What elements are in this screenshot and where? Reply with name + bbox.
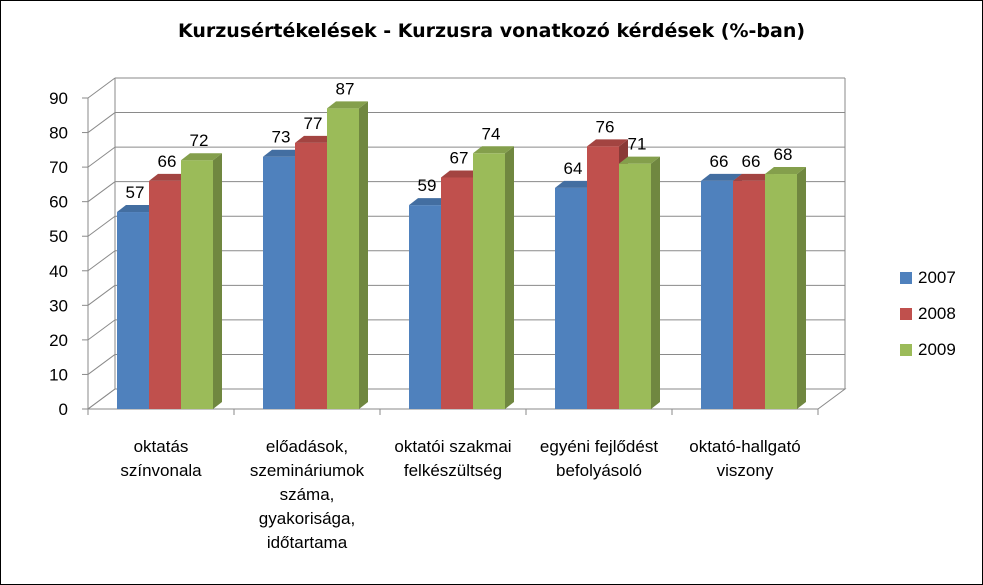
data-label: 77	[304, 114, 323, 133]
bar-2008	[295, 142, 327, 409]
legend-item-2008: 2008	[900, 304, 956, 324]
category-label: felkészültség	[404, 461, 502, 480]
category-label: szemináriumok	[250, 461, 365, 480]
bar-2009	[327, 108, 359, 409]
bar-top-2008	[587, 139, 628, 147]
data-label: 59	[418, 176, 437, 195]
legend-swatch	[900, 272, 912, 284]
bar-top-2009	[327, 101, 368, 109]
gridline-side	[87, 215, 116, 237]
data-label: 68	[774, 145, 793, 164]
y-tick-label: 80	[49, 124, 68, 143]
category-label: gyakorisága,	[259, 509, 355, 528]
bar-top-2009	[473, 146, 514, 154]
category-label: egyéni fejlődést	[540, 437, 658, 456]
category-label: viszony	[717, 461, 774, 480]
y-tick-label: 60	[49, 193, 68, 212]
category-label: oktatás	[134, 437, 189, 456]
bar-top-2007	[117, 205, 158, 213]
data-label: 66	[710, 152, 729, 171]
gridline-side	[87, 181, 116, 203]
y-tick-label: 40	[49, 262, 68, 281]
bar-2007	[263, 156, 295, 409]
category-label: időtartama	[267, 533, 348, 552]
data-label: 87	[336, 79, 355, 98]
bar-side-2009	[797, 167, 806, 409]
category-label: befolyásoló	[556, 461, 642, 480]
data-label: 67	[450, 148, 469, 167]
bar-top-2007	[555, 180, 596, 188]
category-label: száma,	[280, 485, 335, 504]
data-label: 73	[272, 128, 291, 147]
y-tick-label: 10	[49, 365, 68, 384]
data-label: 76	[596, 117, 615, 136]
bar-top-2008	[733, 173, 774, 181]
bar-side-2009	[359, 101, 368, 409]
category-label: oktató-hallgató	[689, 437, 801, 456]
bar-top-2008	[149, 173, 190, 181]
bar-top-2007	[409, 198, 450, 206]
gridline-side	[87, 284, 116, 306]
bar-top-2007	[263, 149, 304, 157]
y-tick-label: 20	[49, 331, 68, 350]
legend-item-2009: 2009	[900, 340, 956, 360]
legend-swatch	[900, 308, 912, 320]
bar-side-2009	[505, 146, 514, 410]
data-label: 72	[190, 131, 209, 150]
bar-top-2008	[295, 135, 336, 143]
legend-label: 2008	[918, 304, 956, 323]
bar-2009	[181, 160, 213, 409]
data-label: 66	[742, 152, 761, 171]
bar-2009	[473, 153, 505, 409]
bar-top-2009	[181, 153, 222, 161]
bar-top-2009	[619, 156, 660, 164]
y-tick-label: 70	[49, 158, 68, 177]
data-label: 66	[158, 152, 177, 171]
y-tick-label: 90	[49, 89, 68, 108]
bar-2008	[587, 146, 619, 409]
gridline-side	[87, 146, 116, 168]
category-label: oktatói szakmai	[394, 437, 511, 456]
bar-2007	[555, 187, 587, 409]
data-label: 71	[628, 135, 647, 154]
y-tick-label: 50	[49, 227, 68, 246]
y-tick-label: 0	[59, 400, 68, 419]
bar-2008	[441, 177, 473, 409]
gridline-side	[87, 319, 116, 341]
legend-item-2007: 2007	[900, 268, 956, 288]
bar-top-2009	[765, 167, 806, 175]
bar-2008	[733, 180, 765, 409]
data-label: 64	[564, 159, 583, 178]
gridline-side	[87, 112, 116, 133]
gridline-side	[87, 77, 116, 99]
legend: 2007 2008 2009	[900, 268, 956, 376]
bar-2007	[409, 205, 441, 409]
legend-swatch	[900, 344, 912, 356]
bar-2009	[765, 174, 797, 409]
bar-2007	[117, 212, 149, 409]
bar-2008	[149, 180, 181, 409]
bar-side-2009	[213, 153, 222, 409]
bar-top-2008	[441, 170, 482, 178]
legend-label: 2007	[918, 268, 956, 287]
category-label: előadások,	[266, 437, 348, 456]
bar-top-2007	[701, 173, 742, 181]
y-tick-label: 30	[49, 296, 68, 315]
bar-2007	[701, 180, 733, 409]
chart-title: Kurzusértékelések - Kurzusra vonatkozó k…	[177, 20, 806, 42]
data-label: 57	[126, 183, 145, 202]
gridline-side	[87, 354, 116, 375]
bar-2009	[619, 163, 651, 409]
gridline-side	[87, 250, 116, 272]
category-label: színvonala	[120, 461, 202, 480]
legend-label: 2009	[918, 340, 956, 359]
data-label: 74	[482, 124, 501, 143]
bar-side-2009	[651, 156, 660, 409]
